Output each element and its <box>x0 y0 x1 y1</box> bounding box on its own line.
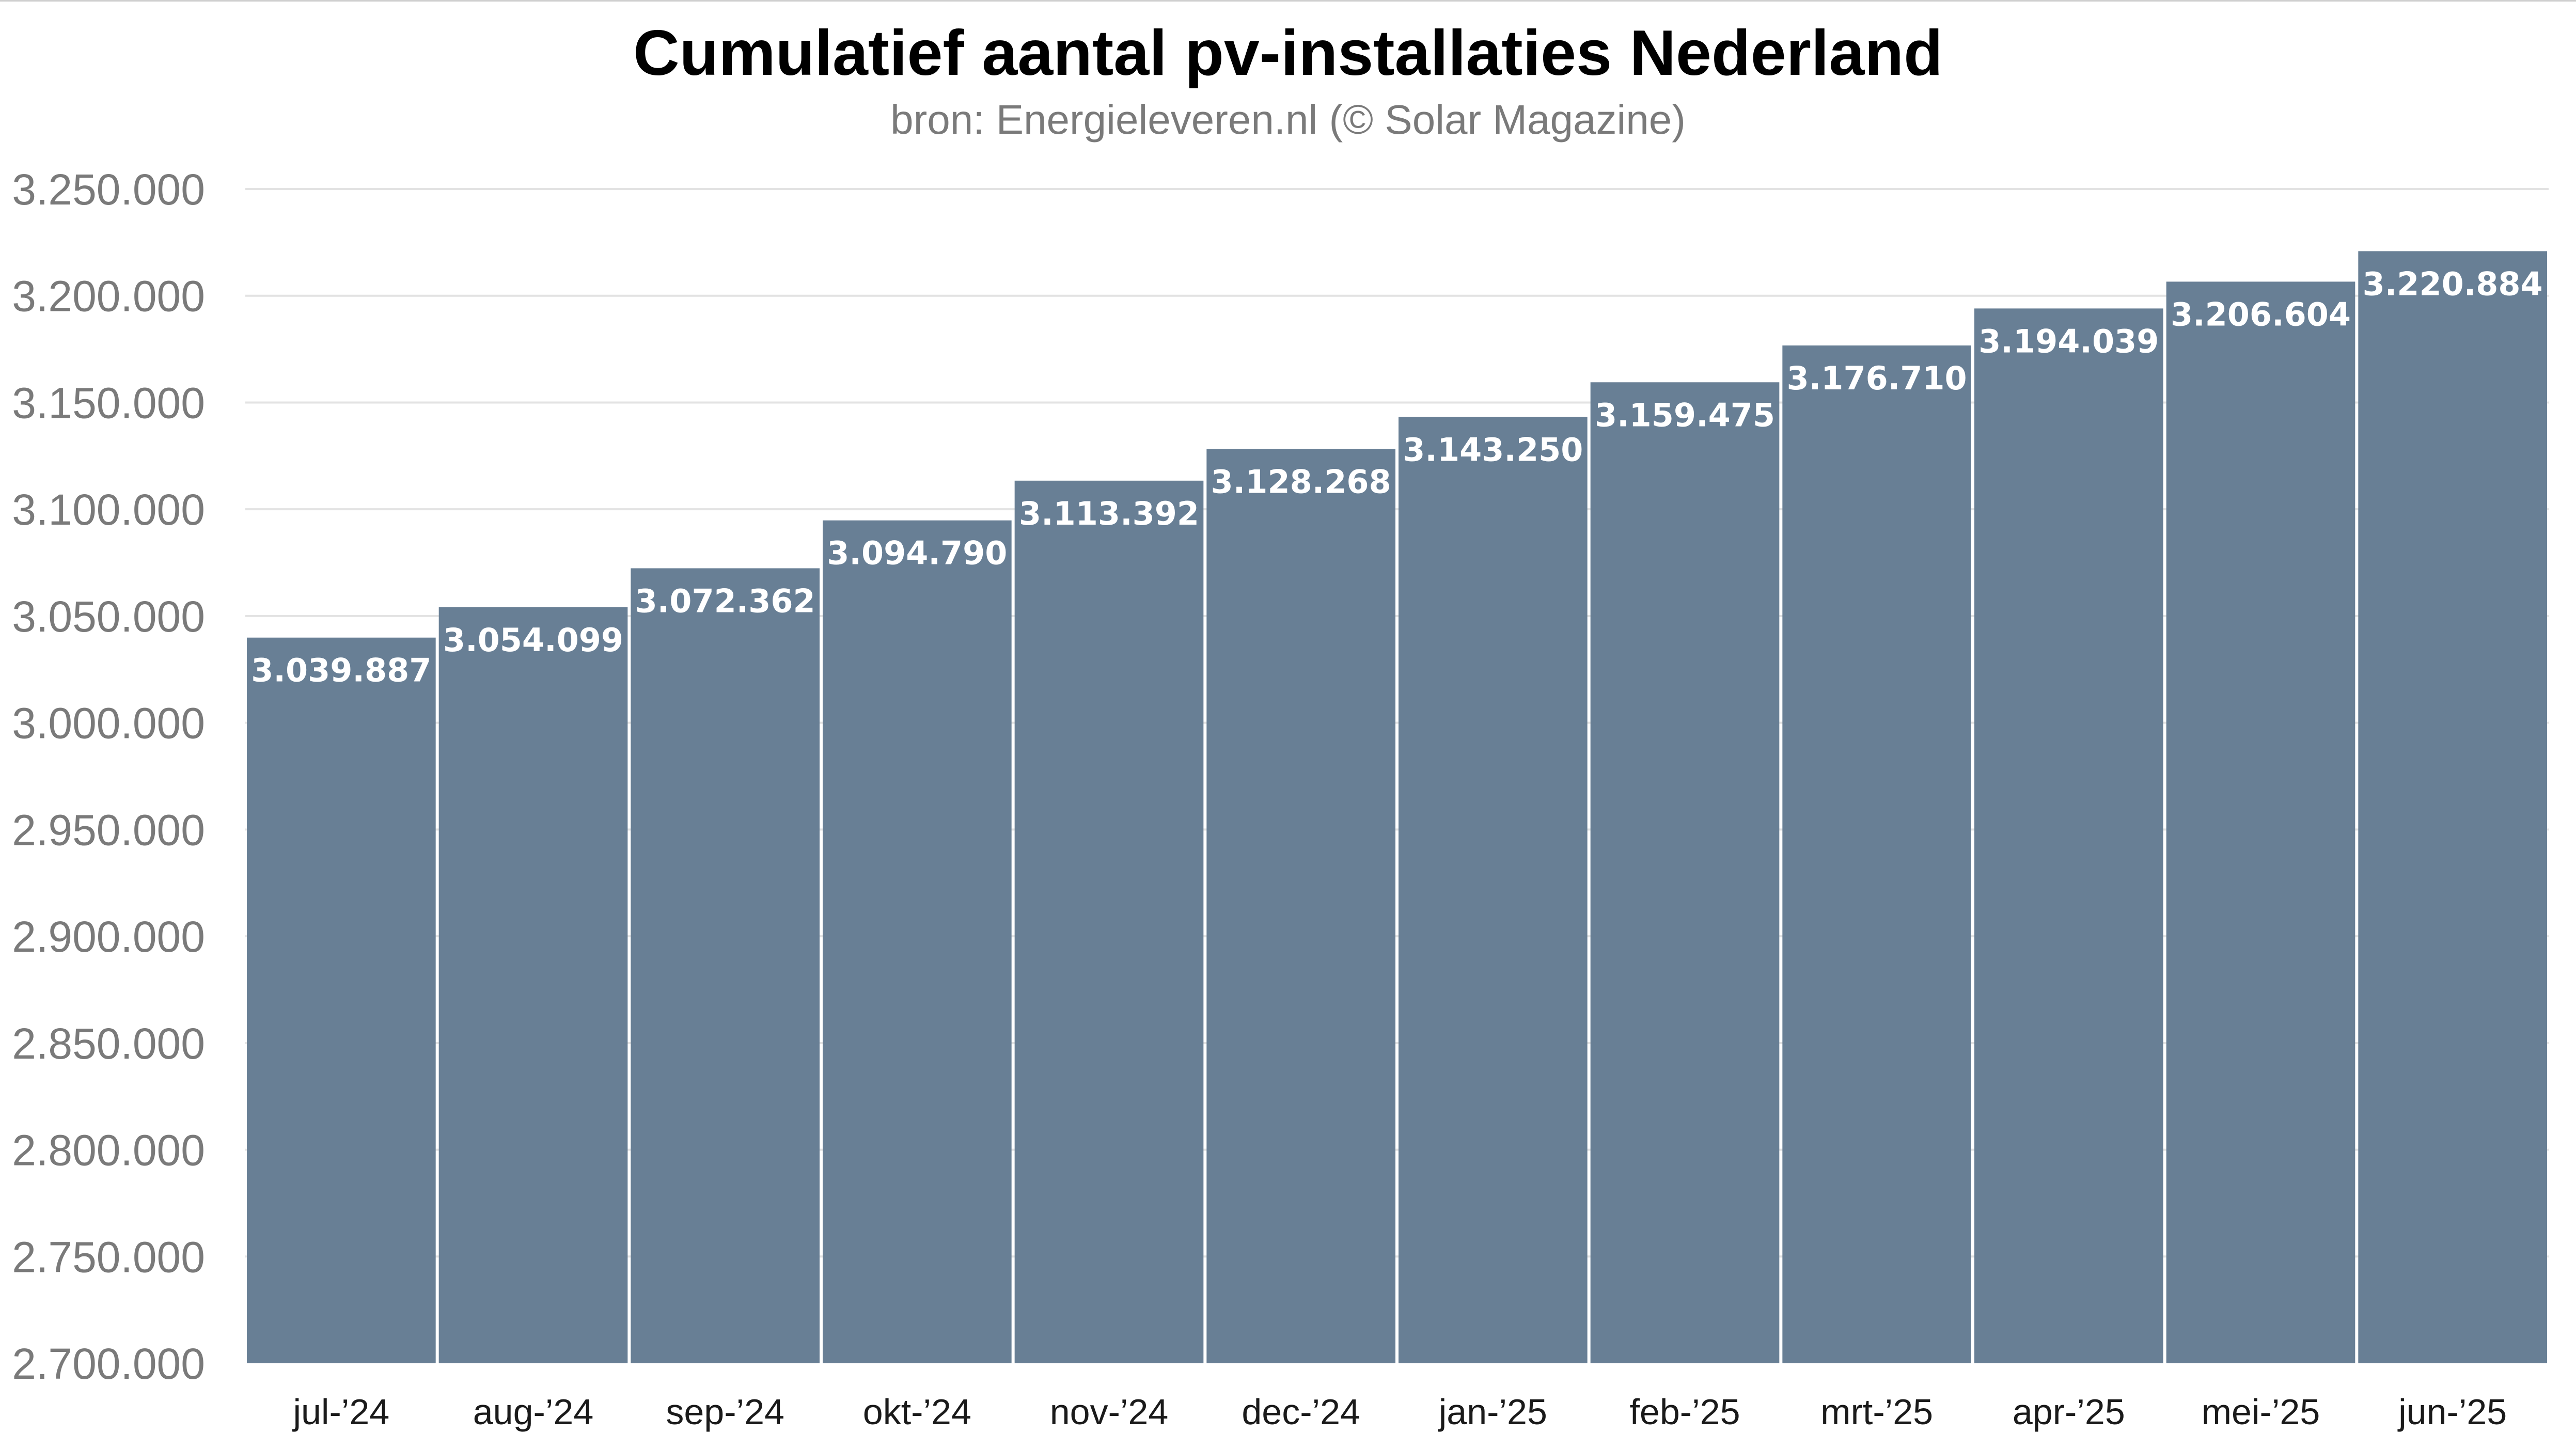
bars <box>247 251 2547 1364</box>
chart-title: Cumulatief aantal pv-installaties Nederl… <box>633 18 1943 89</box>
y-tick-label: 2.800.000 <box>12 1126 205 1175</box>
y-tick-label: 3.150.000 <box>12 379 205 427</box>
bar <box>631 568 820 1363</box>
x-category-label: mrt-’25 <box>1820 1392 1933 1432</box>
bar-value-label: 3.094.790 <box>827 534 1007 572</box>
y-tick-label: 3.050.000 <box>12 592 205 641</box>
y-tick-label: 2.850.000 <box>12 1019 205 1068</box>
y-tick-label: 3.200.000 <box>12 272 205 321</box>
x-category-label: jun-’25 <box>2397 1392 2507 1432</box>
bar-value-label: 3.072.362 <box>635 582 815 620</box>
bar-value-label: 3.113.392 <box>1019 495 1199 532</box>
bar-value-label: 3.143.250 <box>1403 431 1583 468</box>
y-axis-tick-labels: 2.700.000 2.750.000 2.800.000 2.850.000 2.90… <box>12 165 205 1388</box>
value-labels: 3.039.887 3.054.099 3.072.362 3.094.790 3.11… <box>251 265 2542 689</box>
x-category-label: feb-’25 <box>1629 1392 1740 1432</box>
x-axis-category-labels: jul-’24 aug-’24 sep-’24 okt-’24 nov-’24 dec-’… <box>292 1392 2507 1432</box>
top-rule <box>0 0 2576 2</box>
x-category-label: okt-’24 <box>863 1392 971 1432</box>
bar-value-label: 3.159.475 <box>1595 396 1775 434</box>
y-tick-label: 2.900.000 <box>12 912 205 961</box>
bar <box>1399 417 1588 1363</box>
bar <box>1782 345 1971 1364</box>
bar <box>247 637 436 1363</box>
bar <box>438 607 628 1363</box>
bar-value-label: 3.194.039 <box>1978 322 2159 360</box>
y-tick-label: 2.950.000 <box>12 806 205 854</box>
y-tick-label: 3.000.000 <box>12 699 205 748</box>
x-category-label: apr-’25 <box>2013 1392 2125 1432</box>
x-category-label: jan-’25 <box>1438 1392 1547 1432</box>
bar-value-label: 3.054.099 <box>443 621 623 659</box>
bar-value-label: 3.039.887 <box>251 652 431 689</box>
bar-value-label: 3.206.604 <box>2171 295 2351 333</box>
y-tick-label: 3.100.000 <box>12 485 205 534</box>
y-tick-label: 3.250.000 <box>12 165 205 214</box>
y-tick-label: 2.700.000 <box>12 1340 205 1388</box>
bar <box>1206 449 1395 1364</box>
x-category-label: nov-’24 <box>1050 1392 1169 1432</box>
chart-subtitle: bron: Energieleveren.nl (© Solar Magazin… <box>890 97 1686 143</box>
bar <box>1974 308 2163 1363</box>
x-category-label: sep-’24 <box>666 1392 784 1432</box>
bar-value-label: 3.220.884 <box>2363 265 2543 303</box>
bar-value-label: 3.176.710 <box>1787 359 1967 397</box>
x-category-label: dec-’24 <box>1242 1392 1360 1432</box>
y-tick-label: 2.750.000 <box>12 1233 205 1281</box>
x-category-label: mei-’25 <box>2202 1392 2320 1432</box>
bar <box>2358 251 2547 1364</box>
gridlines <box>245 188 2549 1258</box>
bar <box>823 520 1012 1363</box>
bar <box>1014 480 1204 1363</box>
bar <box>1590 382 1780 1363</box>
bar <box>2166 281 2355 1363</box>
x-category-label: jul-’24 <box>292 1392 389 1432</box>
bar-value-label: 3.128.268 <box>1211 463 1391 500</box>
x-category-label: aug-’24 <box>473 1392 594 1432</box>
